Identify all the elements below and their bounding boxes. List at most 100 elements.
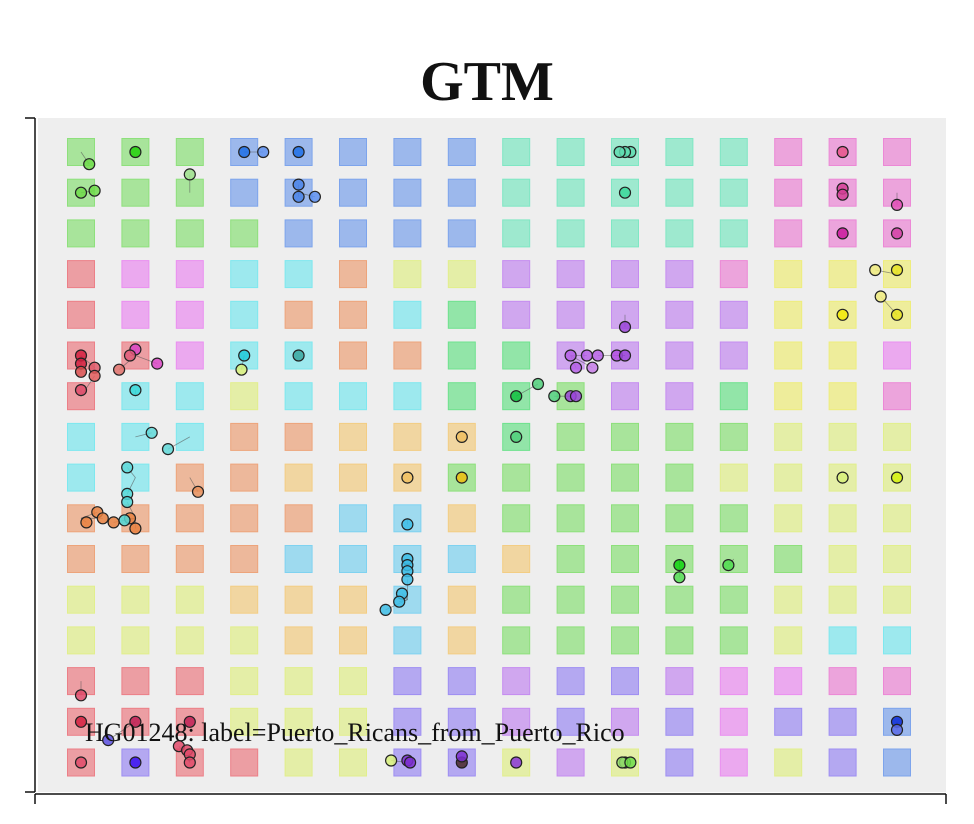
grid-cell — [828, 260, 857, 289]
data-point[interactable] — [869, 263, 882, 277]
data-point[interactable] — [618, 320, 632, 334]
data-point[interactable] — [618, 349, 632, 362]
data-point[interactable] — [890, 263, 904, 277]
data-point[interactable] — [183, 715, 196, 728]
data-point[interactable] — [121, 495, 134, 509]
grid-cell — [393, 341, 422, 370]
data-point[interactable] — [890, 308, 904, 321]
data-point[interactable] — [118, 514, 131, 527]
data-point[interactable] — [890, 198, 904, 211]
data-point[interactable] — [74, 186, 88, 199]
data-point[interactable] — [308, 190, 321, 203]
data-point[interactable] — [836, 188, 849, 201]
data-point[interactable] — [129, 715, 142, 728]
data-point[interactable] — [129, 145, 142, 159]
grid-cell — [828, 707, 857, 736]
data-point[interactable] — [238, 145, 251, 159]
data-point[interactable] — [401, 471, 414, 484]
data-point[interactable] — [673, 571, 686, 584]
data-point[interactable] — [292, 349, 305, 362]
data-point[interactable] — [890, 723, 904, 737]
data-point[interactable] — [624, 756, 637, 769]
data-point[interactable] — [235, 363, 248, 376]
data-point[interactable] — [890, 227, 904, 240]
data-point[interactable] — [112, 363, 126, 376]
grid-cell — [447, 504, 476, 533]
data-point[interactable] — [121, 461, 134, 474]
data-point[interactable] — [161, 443, 175, 456]
grid-cell — [230, 260, 259, 289]
grid-cell — [665, 341, 694, 370]
data-point[interactable] — [404, 756, 417, 769]
data-point[interactable] — [580, 349, 594, 362]
data-point[interactable] — [401, 573, 414, 586]
data-point[interactable] — [191, 485, 205, 498]
data-point[interactable] — [874, 290, 887, 303]
grid-cell — [556, 300, 585, 329]
data-point[interactable] — [183, 168, 196, 181]
data-point[interactable] — [151, 357, 164, 370]
data-point[interactable] — [564, 349, 577, 362]
grid-cell — [502, 178, 531, 207]
data-point[interactable] — [591, 349, 604, 362]
data-point[interactable] — [74, 756, 88, 769]
data-point[interactable] — [569, 390, 583, 403]
grid-cell — [284, 707, 313, 736]
data-point[interactable] — [145, 426, 158, 439]
data-point[interactable] — [74, 384, 88, 397]
data-point[interactable] — [123, 349, 137, 362]
data-point[interactable] — [836, 471, 849, 484]
data-point[interactable] — [455, 471, 468, 484]
data-point[interactable] — [455, 430, 468, 443]
data-point[interactable] — [890, 471, 904, 484]
data-point[interactable] — [88, 184, 101, 197]
data-point[interactable] — [238, 349, 251, 362]
data-point[interactable] — [586, 361, 599, 374]
data-point[interactable] — [102, 733, 115, 747]
data-point[interactable] — [379, 603, 392, 617]
grid-cell — [611, 422, 639, 451]
data-point[interactable] — [393, 595, 406, 608]
grid-cell — [339, 341, 367, 370]
grid-cell — [883, 545, 911, 573]
data-point[interactable] — [510, 430, 523, 443]
grid-cell — [284, 422, 313, 451]
grid-cell — [556, 545, 585, 573]
grid-cell — [665, 178, 694, 207]
grid-cell — [393, 422, 422, 451]
grid-cell — [665, 422, 694, 451]
data-point[interactable] — [129, 522, 142, 535]
data-point[interactable] — [613, 145, 626, 159]
data-point[interactable] — [836, 227, 849, 240]
data-point[interactable] — [88, 369, 101, 382]
data-point[interactable] — [722, 558, 735, 572]
data-point[interactable] — [569, 361, 583, 374]
data-point[interactable] — [531, 377, 545, 391]
data-point[interactable] — [385, 754, 398, 767]
grid-cell — [284, 260, 313, 289]
data-point[interactable] — [455, 750, 468, 763]
data-point[interactable] — [80, 516, 93, 529]
data-point[interactable] — [292, 178, 305, 191]
data-point[interactable] — [74, 715, 88, 728]
data-point[interactable] — [96, 512, 109, 525]
data-point[interactable] — [83, 158, 96, 171]
grid-cell — [502, 545, 531, 573]
data-point[interactable] — [836, 308, 849, 321]
data-point[interactable] — [292, 190, 305, 203]
data-point[interactable] — [673, 558, 686, 572]
data-point[interactable] — [548, 390, 561, 403]
data-point[interactable] — [836, 145, 849, 159]
data-point[interactable] — [74, 689, 88, 702]
data-point[interactable] — [183, 756, 196, 769]
data-point[interactable] — [401, 518, 414, 531]
data-point[interactable] — [510, 390, 523, 403]
data-point[interactable] — [129, 756, 142, 769]
data-point[interactable] — [129, 384, 142, 397]
data-point[interactable] — [74, 365, 88, 378]
data-point[interactable] — [107, 516, 120, 529]
data-point[interactable] — [618, 186, 632, 199]
data-point[interactable] — [292, 145, 305, 159]
data-point[interactable] — [257, 145, 270, 159]
data-point[interactable] — [510, 756, 523, 769]
